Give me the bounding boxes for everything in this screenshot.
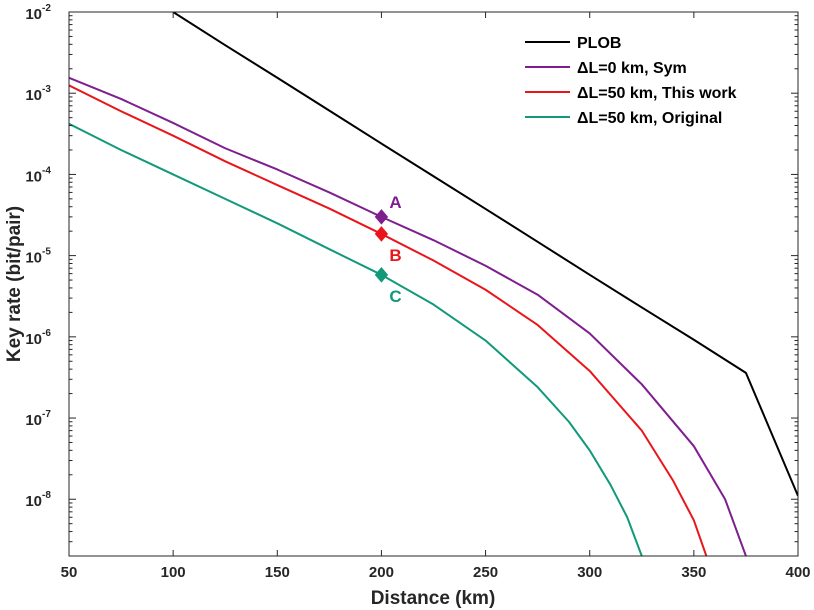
x-tick-label: 250 [473, 564, 498, 581]
x-tick-label: 350 [681, 564, 706, 581]
point-marker-a [374, 209, 389, 225]
y-tick-base: 10 [25, 250, 42, 267]
y-tick-label: 10 [25, 87, 42, 104]
series-line-2 [69, 84, 708, 556]
y-tick-label: 10 [25, 250, 42, 267]
y-tick-exponent: -7 [42, 409, 51, 420]
y-tick-label: 10 [25, 493, 42, 510]
y-tick-exponent: -4 [42, 165, 51, 176]
y-tick-exponent: -6 [42, 328, 51, 339]
x-axis-title: Distance (km) [371, 588, 496, 609]
y-axis: 10-810-710-610-510-410-310-2 [25, 3, 798, 557]
point-marker-c [374, 267, 389, 283]
plot-frame [68, 11, 799, 557]
y-tick-label: 10 [25, 331, 42, 348]
point-label-b: B [389, 246, 401, 265]
legend-label: ΔL=0 km, Sym [577, 60, 687, 77]
series-line-0 [172, 12, 798, 497]
y-tick-exponent: -2 [42, 3, 51, 14]
point-label-c: C [389, 287, 401, 306]
y-tick-label: 10 [25, 168, 42, 185]
series-line-3 [69, 122, 643, 556]
series-layer [69, 12, 798, 556]
y-tick-base: 10 [25, 493, 42, 510]
legend-label: PLOB [577, 35, 621, 52]
legend-label: ΔL=50 km, This work [577, 85, 737, 102]
x-tick-label: 100 [161, 564, 186, 581]
series-line-1 [69, 76, 747, 556]
y-tick-base: 10 [25, 87, 42, 104]
y-tick-base: 10 [25, 168, 42, 185]
point-marker-b [374, 226, 389, 242]
y-tick-base: 10 [25, 6, 42, 23]
y-tick-exponent: -5 [42, 247, 51, 258]
point-label-a: A [389, 193, 401, 212]
x-tick-label: 50 [61, 564, 78, 581]
points-layer: A B C [374, 193, 402, 306]
y-tick-base: 10 [25, 331, 42, 348]
x-tick-label: 400 [785, 564, 810, 581]
legend-label: ΔL=50 km, Original [577, 110, 722, 127]
legend: PLOB ΔL=0 km, Sym ΔL=50 km, This work ΔL=50… [509, 25, 787, 127]
x-tick-label: 200 [369, 564, 394, 581]
y-tick-exponent: -3 [42, 84, 51, 95]
y-tick-label: 10 [25, 412, 42, 429]
y-tick-base: 10 [25, 412, 42, 429]
x-axis: 50 100 150 200 250 300 350 400 [61, 12, 811, 581]
y-axis-title: Key rate (bit/pair) [4, 206, 25, 362]
y-tick-label: 10 [25, 6, 42, 23]
y-tick-exponent: -8 [42, 490, 51, 501]
x-tick-label: 300 [577, 564, 602, 581]
x-tick-label: 150 [265, 564, 290, 581]
